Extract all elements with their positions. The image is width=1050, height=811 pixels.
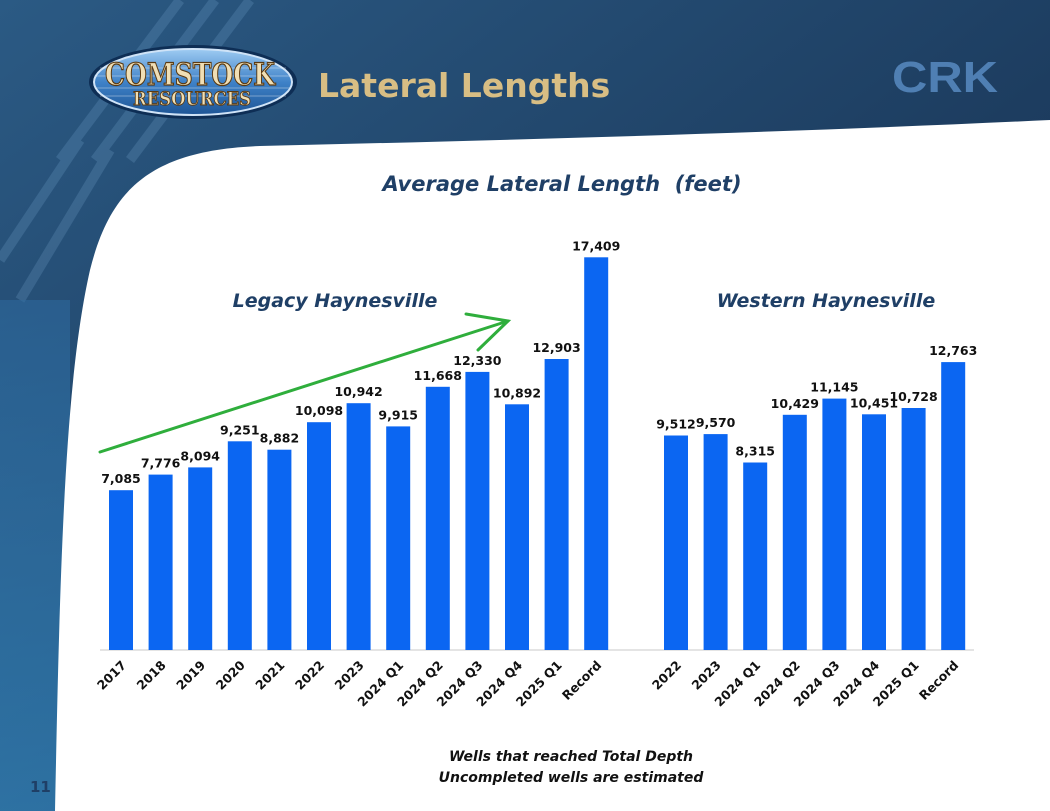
bar-legacy-1	[148, 474, 173, 650]
bar-western-0	[664, 435, 688, 650]
bar-western-5	[862, 414, 886, 650]
value-label-western-6: 10,728	[889, 389, 937, 404]
bar-legacy-10	[505, 404, 529, 650]
bar-legacy-4	[267, 449, 292, 650]
bar-legacy-12	[584, 257, 609, 650]
bar-western-1	[703, 434, 728, 650]
logo-line2: RESOURCES	[133, 88, 251, 110]
value-label-legacy-8: 11,668	[414, 368, 462, 383]
footnote-line1: Wells that reached Total Depth	[449, 749, 693, 765]
bar-legacy-2	[188, 467, 213, 650]
bar-legacy-6	[346, 403, 371, 650]
bar-legacy-0	[109, 490, 133, 650]
logo-line1: COMSTOCK	[105, 57, 276, 93]
bar-western-7	[941, 362, 966, 650]
bar-legacy-9	[465, 371, 490, 650]
value-label-western-0: 9,512	[656, 417, 696, 432]
chart-title: Average Lateral Length (feet)	[380, 172, 741, 196]
value-label-western-7: 12,763	[929, 343, 977, 358]
value-label-legacy-3: 9,251	[220, 422, 260, 437]
bar-western-6	[901, 408, 926, 650]
value-label-legacy-9: 12,330	[453, 353, 502, 368]
value-label-western-3: 10,429	[771, 396, 819, 411]
value-label-legacy-10: 10,892	[493, 385, 541, 400]
slide-title: Lateral Lengths	[318, 66, 610, 105]
bar-legacy-3	[227, 441, 252, 650]
bar-legacy-7	[386, 426, 411, 650]
ticker-logo: CRK	[892, 53, 998, 102]
group-label-legacy: Legacy Haynesville	[233, 290, 438, 312]
value-label-western-1: 9,570	[696, 415, 736, 430]
value-label-western-5: 10,451	[850, 395, 898, 410]
footnote-line2: Uncompleted wells are estimated	[439, 770, 705, 786]
bar-legacy-5	[307, 422, 331, 650]
bar-western-3	[782, 414, 807, 650]
group-label-western: Western Haynesville	[717, 290, 936, 312]
company-logo: COMSTOCK RESOURCES	[89, 45, 297, 119]
value-label-western-2: 8,315	[735, 444, 775, 459]
value-label-legacy-2: 8,094	[180, 448, 220, 463]
bar-western-4	[822, 398, 847, 650]
page-number: 11	[30, 778, 51, 796]
value-label-legacy-0: 7,085	[101, 471, 141, 486]
value-label-legacy-4: 8,882	[260, 431, 300, 446]
value-label-legacy-11: 12,903	[532, 340, 580, 355]
chart-bars	[109, 257, 966, 650]
bar-legacy-8	[425, 386, 450, 650]
value-label-western-4: 11,145	[810, 380, 858, 395]
value-label-legacy-1: 7,776	[141, 456, 181, 471]
value-label-legacy-12: 17,409	[572, 238, 620, 253]
bar-western-2	[743, 462, 768, 650]
value-label-legacy-5: 10,098	[295, 403, 343, 418]
bar-legacy-11	[544, 359, 569, 650]
trend-arrow	[98, 312, 512, 454]
value-label-legacy-7: 9,915	[378, 407, 418, 422]
value-label-legacy-6: 10,942	[334, 384, 382, 399]
